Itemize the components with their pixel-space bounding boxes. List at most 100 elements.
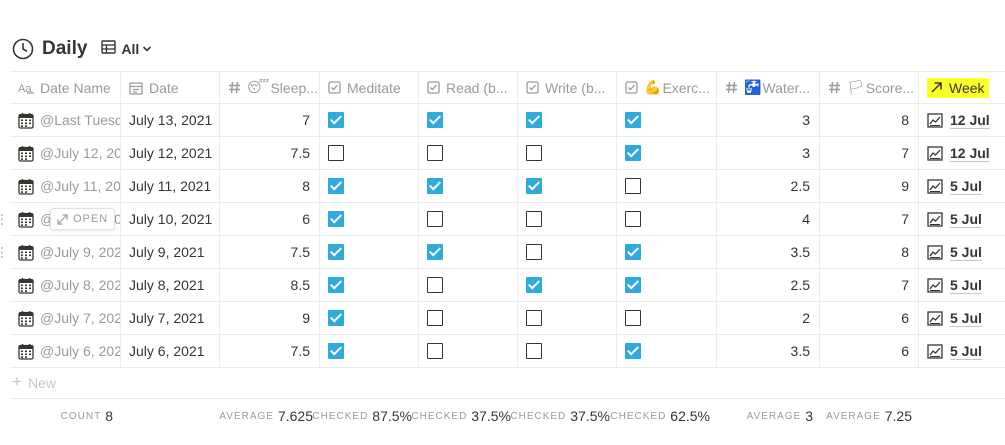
meditate-checkbox[interactable] — [328, 178, 344, 194]
week-relation-link[interactable]: 5 Jul — [950, 244, 982, 260]
footer-read-checked[interactable]: CHECKED 37.5% — [411, 408, 511, 424]
column-header-date[interactable]: Date — [121, 72, 220, 103]
week-relation-link[interactable]: 12 Jul — [950, 145, 990, 161]
column-header-water[interactable]: 🚰 Water... — [717, 72, 820, 103]
meditate-checkbox[interactable] — [328, 277, 344, 293]
read-checkbox[interactable] — [427, 343, 443, 359]
write-checkbox[interactable] — [526, 145, 542, 161]
cell-week[interactable]: 5 Jul — [919, 203, 1005, 235]
exercise-checkbox[interactable] — [625, 211, 641, 227]
date-mention[interactable]: @July 11, 20 — [40, 178, 120, 194]
meditate-checkbox[interactable] — [328, 145, 344, 161]
write-checkbox[interactable] — [526, 277, 542, 293]
week-relation-link[interactable]: 5 Jul — [950, 277, 982, 293]
cell-date[interactable]: July 10, 2021 — [121, 203, 220, 235]
cell-date[interactable]: July 9, 2021 — [121, 236, 220, 268]
week-relation-link[interactable]: 5 Jul — [950, 178, 982, 194]
cell-date-name[interactable]: @July 10, 2021OPEN — [10, 203, 121, 235]
meditate-checkbox[interactable] — [328, 343, 344, 359]
week-relation-link[interactable]: 5 Jul — [950, 343, 982, 359]
open-page-button[interactable]: OPEN — [50, 208, 116, 230]
week-relation-link[interactable]: 12 Jul — [950, 112, 990, 128]
footer-write-checked[interactable]: CHECKED 37.5% — [510, 408, 610, 424]
cell-week[interactable]: 5 Jul — [919, 302, 1005, 334]
table-row[interactable]: @July 12, 20 July 12, 2021 7.5 3 7 12 Jul — [10, 137, 1005, 170]
exercise-checkbox[interactable] — [625, 244, 641, 260]
cell-water[interactable]: 3 — [717, 104, 820, 136]
drag-handle-icon[interactable] — [0, 246, 6, 260]
date-mention[interactable]: @July 7, 202 — [40, 310, 120, 326]
cell-week[interactable]: 12 Jul — [919, 104, 1005, 136]
cell-score[interactable]: 7 — [820, 203, 919, 235]
cell-score[interactable]: 6 — [820, 335, 919, 367]
cell-sleep[interactable]: 9 — [220, 302, 320, 334]
week-relation-link[interactable]: 5 Jul — [950, 310, 982, 326]
meditate-checkbox[interactable] — [328, 211, 344, 227]
write-checkbox[interactable] — [526, 244, 542, 260]
cell-date[interactable]: July 12, 2021 — [121, 137, 220, 169]
cell-week[interactable]: 5 Jul — [919, 236, 1005, 268]
table-row[interactable]: @July 7, 202 July 7, 2021 9 2 6 5 Jul — [10, 302, 1005, 335]
cell-score[interactable]: 8 — [820, 236, 919, 268]
cell-week[interactable]: 12 Jul — [919, 137, 1005, 169]
read-checkbox[interactable] — [427, 244, 443, 260]
cell-date-name[interactable]: @July 12, 20 — [10, 137, 121, 169]
date-mention[interactable]: @July 8, 202 — [40, 277, 120, 293]
column-header-score[interactable]: 🏳 Score... — [820, 72, 919, 103]
cell-date[interactable]: July 6, 2021 — [121, 335, 220, 367]
date-mention[interactable]: @July 12, 20 — [40, 145, 120, 161]
cell-water[interactable]: 4 — [717, 203, 820, 235]
exercise-checkbox[interactable] — [625, 343, 641, 359]
footer-sleep-average[interactable]: AVERAGE 7.625 — [219, 408, 313, 424]
view-switcher[interactable]: All — [101, 39, 152, 59]
cell-score[interactable]: 9 — [820, 170, 919, 202]
meditate-checkbox[interactable] — [328, 244, 344, 260]
cell-date[interactable]: July 11, 2021 — [121, 170, 220, 202]
cell-week[interactable]: 5 Jul — [919, 170, 1005, 202]
read-checkbox[interactable] — [427, 112, 443, 128]
write-checkbox[interactable] — [526, 178, 542, 194]
exercise-checkbox[interactable] — [625, 145, 641, 161]
table-row[interactable]: @July 9, 202 July 9, 2021 7.5 3.5 8 5 Jul — [0, 236, 1005, 269]
cell-water[interactable]: 3.5 — [717, 335, 820, 367]
write-checkbox[interactable] — [526, 211, 542, 227]
column-header-read[interactable]: Read (b... — [419, 72, 518, 103]
cell-date[interactable]: July 8, 2021 — [121, 269, 220, 301]
column-header-meditate[interactable]: Meditate — [320, 72, 419, 103]
column-header-week[interactable]: Week — [919, 72, 1005, 103]
cell-week[interactable]: 5 Jul — [919, 269, 1005, 301]
cell-date-name[interactable]: @July 8, 202 — [10, 269, 121, 301]
cell-score[interactable]: 7 — [820, 269, 919, 301]
cell-sleep[interactable]: 8 — [220, 170, 320, 202]
footer-count[interactable]: COUNT 8 — [60, 408, 113, 424]
column-header-sleep[interactable]: 😴 Sleep... — [220, 72, 320, 103]
write-checkbox[interactable] — [526, 112, 542, 128]
table-row[interactable]: @July 6, 202 July 6, 2021 7.5 3.5 6 5 Jul — [10, 335, 1005, 368]
cell-sleep[interactable]: 7.5 — [220, 236, 320, 268]
cell-water[interactable]: 2.5 — [717, 170, 820, 202]
cell-water[interactable]: 3 — [717, 137, 820, 169]
drag-handle-icon[interactable] — [0, 213, 6, 227]
date-mention[interactable]: @Last Tuesd — [40, 112, 120, 128]
read-checkbox[interactable] — [427, 310, 443, 326]
exercise-checkbox[interactable] — [625, 112, 641, 128]
exercise-checkbox[interactable] — [625, 310, 641, 326]
write-checkbox[interactable] — [526, 310, 542, 326]
cell-date-name[interactable]: @July 9, 202 — [10, 236, 121, 268]
footer-water-average[interactable]: AVERAGE 3 — [746, 408, 813, 424]
cell-date[interactable]: July 7, 2021 — [121, 302, 220, 334]
table-row[interactable]: @July 11, 20 July 11, 2021 8 2.5 9 5 Jul — [10, 170, 1005, 203]
read-checkbox[interactable] — [427, 211, 443, 227]
new-row-button[interactable]: + New — [12, 372, 56, 393]
write-checkbox[interactable] — [526, 343, 542, 359]
week-relation-link[interactable]: 5 Jul — [950, 211, 982, 227]
cell-week[interactable]: 5 Jul — [919, 335, 1005, 367]
read-checkbox[interactable] — [427, 178, 443, 194]
read-checkbox[interactable] — [427, 277, 443, 293]
exercise-checkbox[interactable] — [625, 277, 641, 293]
cell-water[interactable]: 2.5 — [717, 269, 820, 301]
cell-date[interactable]: July 13, 2021 — [121, 104, 220, 136]
cell-date-name[interactable]: @Last Tuesd — [10, 104, 121, 136]
cell-water[interactable]: 2 — [717, 302, 820, 334]
